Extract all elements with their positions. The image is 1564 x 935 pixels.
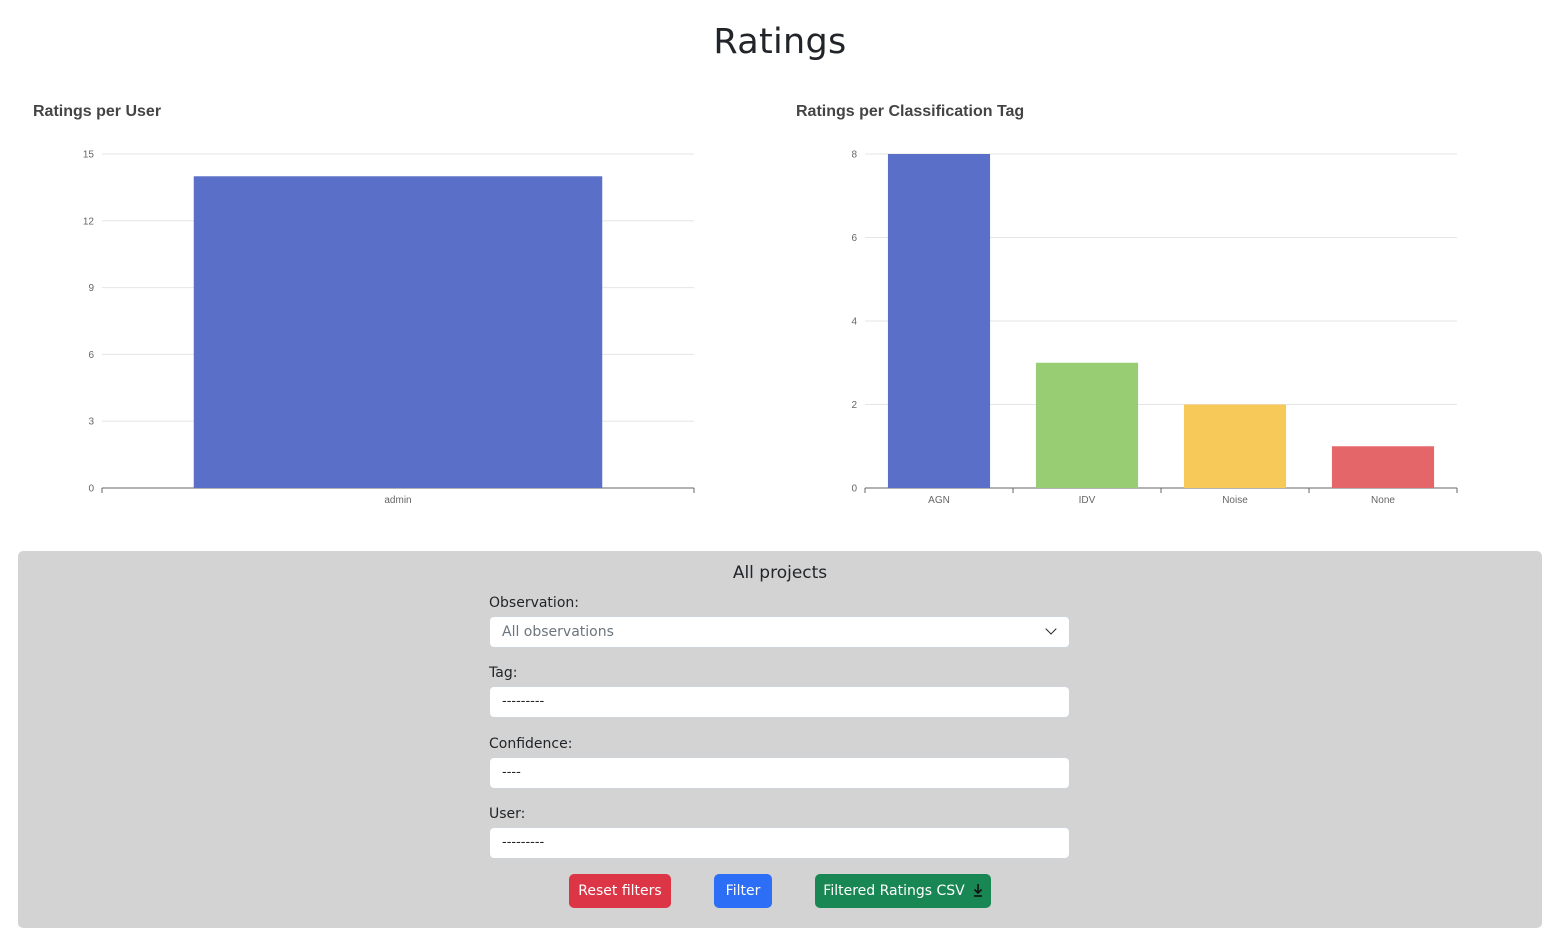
x-tick-label: IDV [1079, 495, 1096, 506]
user-chart-title: Ratings per User [33, 103, 162, 120]
confidence-label: Confidence: [489, 736, 573, 752]
y-tick-label: 8 [851, 150, 857, 161]
download-icon [973, 884, 982, 897]
x-tick-label: Noise [1222, 495, 1248, 506]
bar-agn [887, 154, 991, 488]
y-tick-label: 3 [88, 417, 94, 428]
download-csv-label: Filtered Ratings CSV [823, 883, 965, 899]
ratings-per-tag-chart: 0 2 4 6 8 AGN IDV Noise None [851, 150, 1458, 506]
chevron-down-icon [1045, 623, 1057, 635]
tag-chart-title: Ratings per Classification Tag [796, 103, 1025, 120]
reset-filters-label: Reset filters [578, 883, 662, 899]
x-tick-label: None [1371, 495, 1395, 506]
tag-select[interactable]: --------- [489, 686, 1070, 718]
observation-select[interactable]: All observations [489, 616, 1070, 648]
tag-label: Tag: [489, 665, 518, 681]
filter-panel: All projects Observation: All observatio… [18, 551, 1542, 928]
reset-filters-button[interactable]: Reset filters [569, 874, 671, 908]
user-select[interactable]: --------- [489, 827, 1070, 859]
y-tick-label: 4 [851, 317, 857, 328]
filter-label: Filter [725, 883, 761, 899]
x-tick-label: admin [384, 495, 411, 506]
bar-none [1331, 446, 1435, 488]
y-tick-label: 0 [88, 484, 94, 495]
bar-idv [1035, 362, 1139, 488]
y-tick-label: 0 [851, 484, 857, 495]
y-tick-label: 2 [851, 400, 857, 411]
observation-select-value: All observations [502, 624, 614, 640]
y-tick-label: 15 [83, 150, 95, 161]
ratings-per-user-chart: 0 3 6 9 12 15 admin [83, 150, 695, 506]
y-tick-label: 12 [83, 216, 95, 227]
filter-button[interactable]: Filter [714, 874, 772, 908]
user-label: User: [489, 806, 526, 822]
bar-admin [193, 176, 603, 488]
y-tick-label: 6 [851, 233, 857, 244]
bar-noise [1183, 404, 1287, 488]
confidence-select[interactable]: ---- [489, 757, 1070, 789]
page-title: Ratings [713, 22, 847, 62]
x-tick-label: AGN [928, 495, 950, 506]
y-tick-label: 6 [88, 350, 94, 361]
panel-title: All projects [732, 563, 828, 583]
download-csv-button[interactable]: Filtered Ratings CSV [815, 874, 991, 908]
y-tick-label: 9 [88, 283, 94, 294]
user-select-value: --------- [502, 835, 545, 850]
confidence-select-value: ---- [502, 765, 521, 780]
observation-label: Observation: [489, 595, 579, 611]
tag-select-value: --------- [502, 694, 545, 709]
